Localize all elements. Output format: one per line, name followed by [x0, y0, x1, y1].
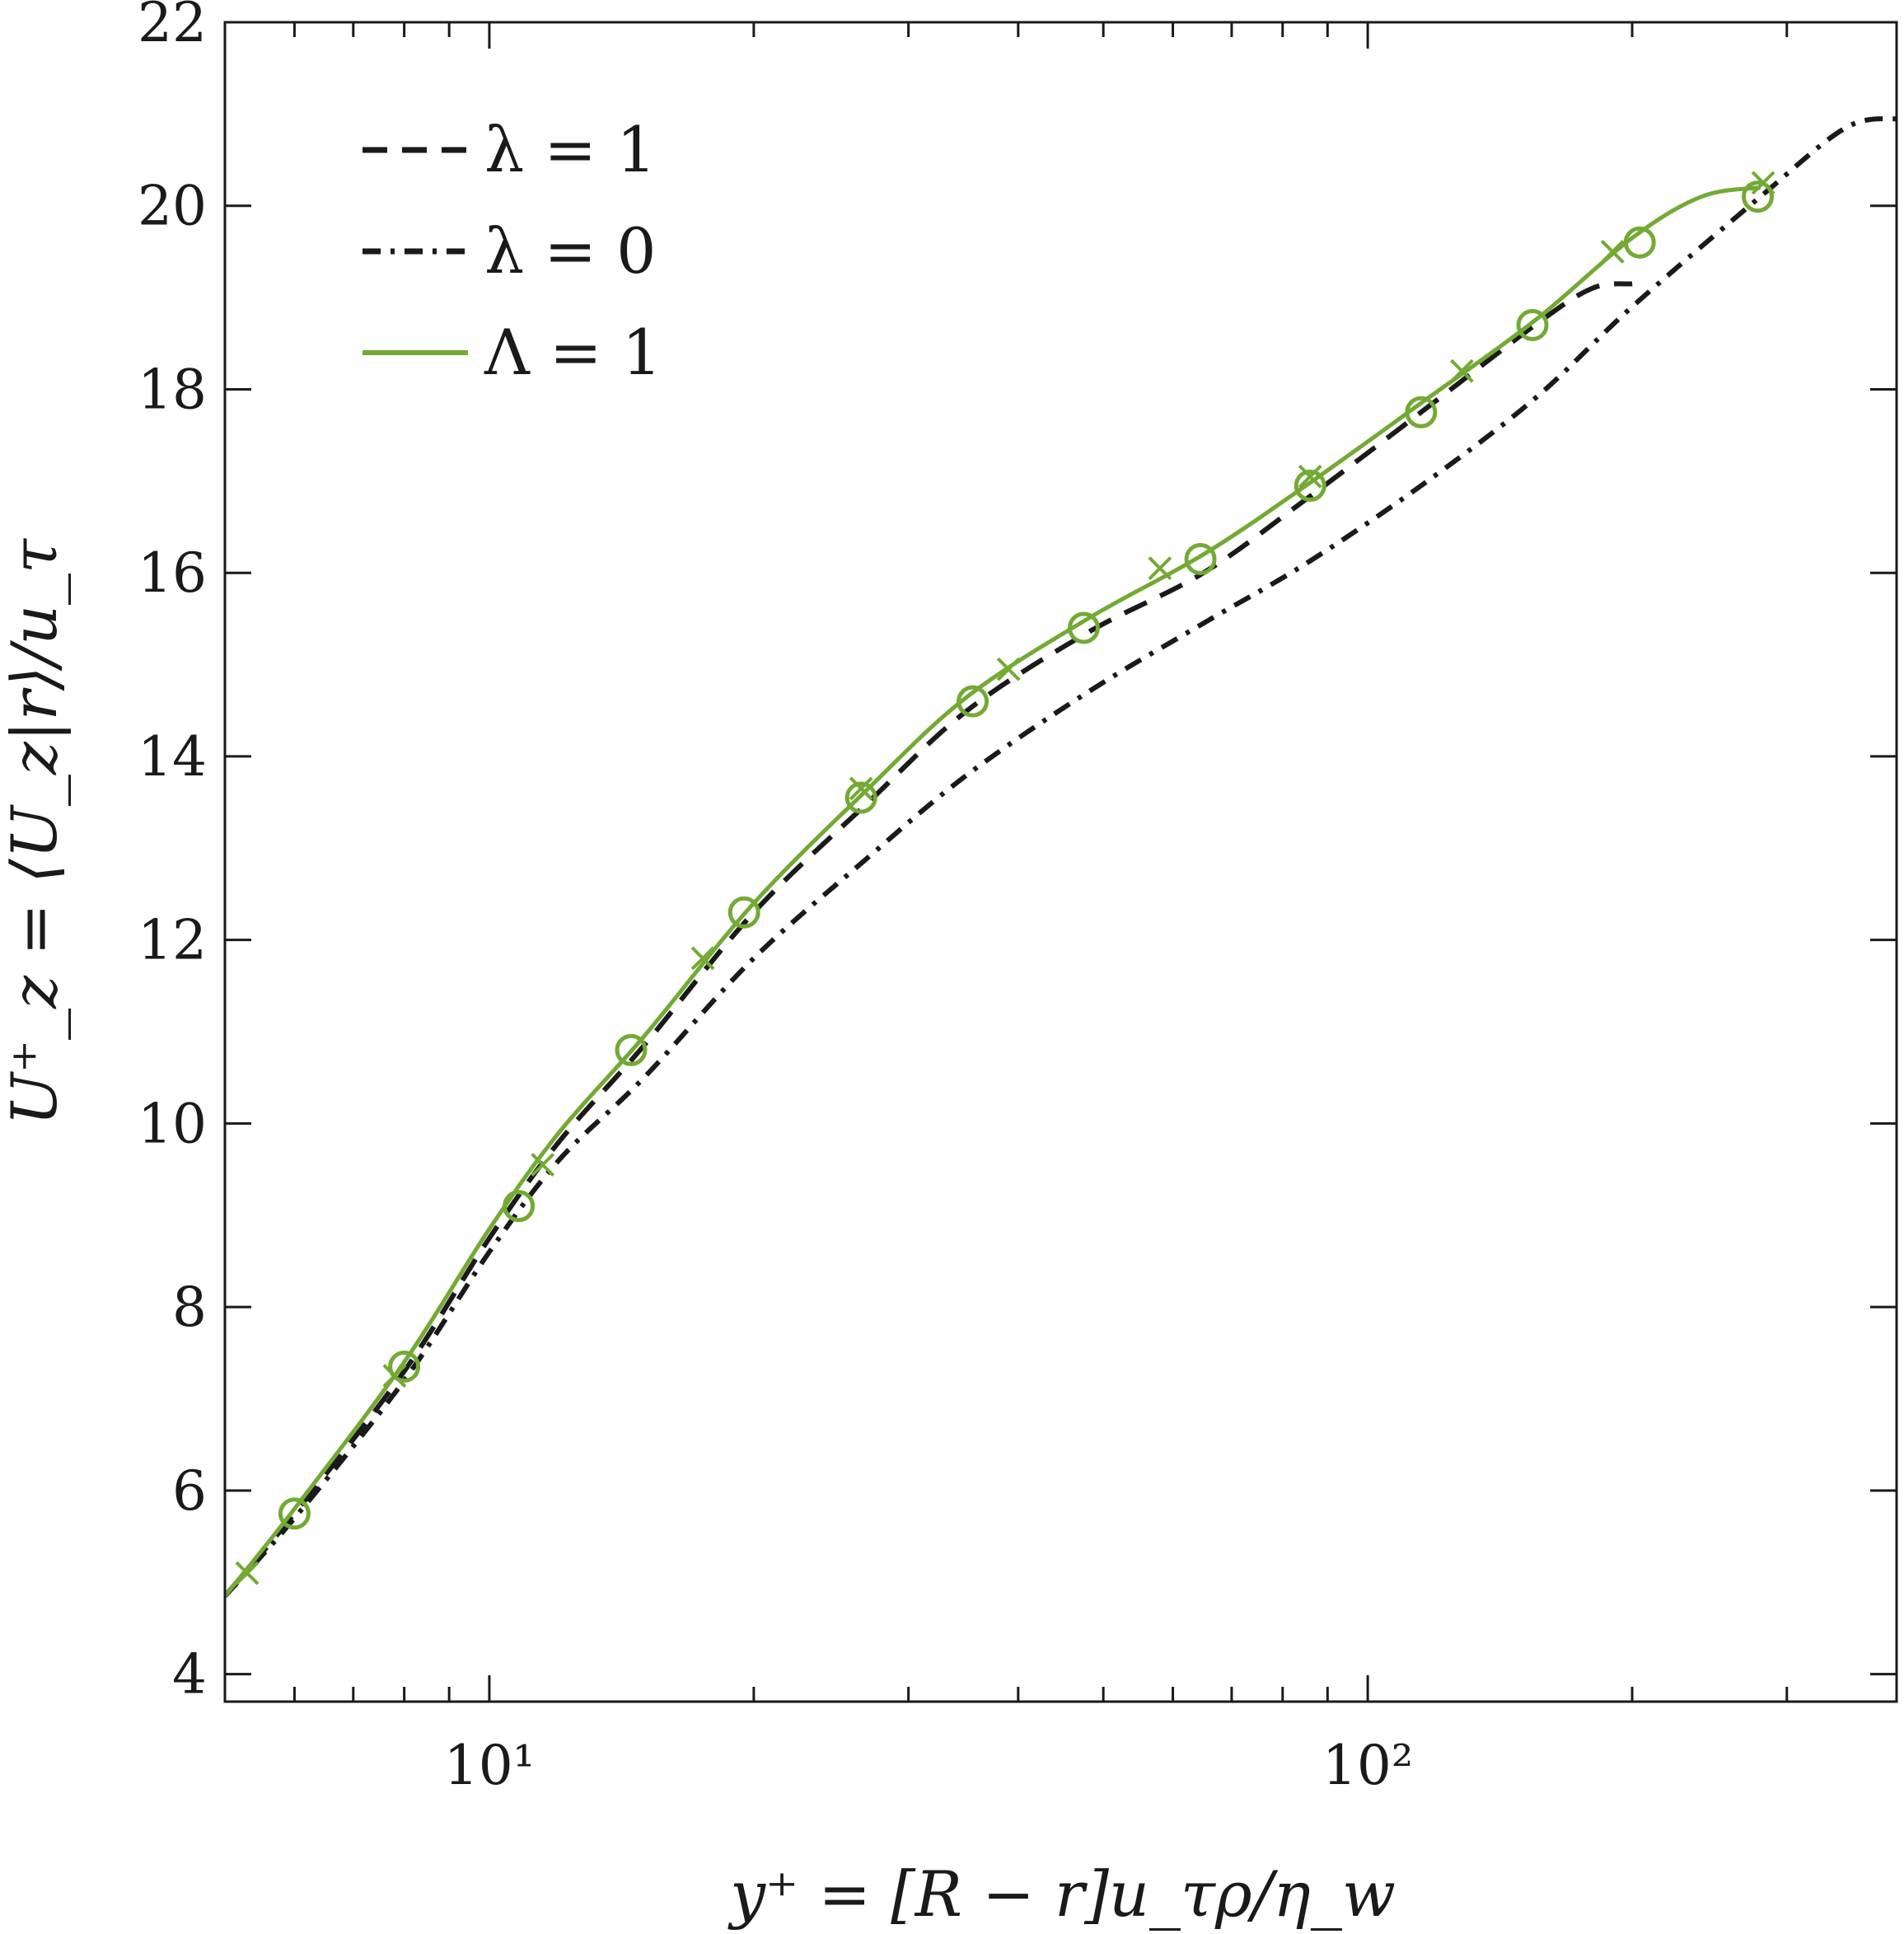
cross-marker-stroke [690, 946, 715, 971]
y-tick-label: 22 [138, 0, 207, 54]
cross-marker [1751, 171, 1775, 195]
circle-marker [503, 1190, 536, 1223]
marker-layer [235, 171, 1775, 1585]
circle-marker [278, 1497, 311, 1530]
y-tick-label: 8 [172, 1276, 207, 1339]
cross-marker-stroke [1751, 171, 1775, 195]
cross-marker-stroke [1600, 240, 1625, 264]
cross-marker [996, 657, 1021, 681]
y-tick-label: 20 [138, 175, 207, 238]
y-tick-label: 16 [138, 541, 207, 605]
cross-marker [531, 1153, 555, 1177]
circle-marker [1067, 611, 1100, 644]
plot-background [225, 22, 1897, 1702]
circle-marker [1623, 226, 1656, 259]
x-tick-label: 10¹ [444, 1734, 535, 1797]
cross-marker-stroke [849, 776, 873, 801]
cross-marker [382, 1364, 407, 1388]
circle-marker [1516, 309, 1549, 342]
circle-marker [615, 1033, 648, 1066]
cross-marker [690, 946, 715, 971]
legend-label: Λ = 1 [484, 316, 662, 389]
circle-marker [1742, 180, 1775, 213]
plot-frame [223, 21, 1898, 1703]
x-axis-title: y⁺ = [R − r]u_τρ/η_w [727, 1857, 1396, 1931]
y-tick-label: 6 [172, 1459, 207, 1523]
cross-marker-stroke [996, 657, 1021, 681]
circle-marker [388, 1351, 421, 1384]
series-line-lambda-0 [225, 115, 1897, 1598]
legend-label: λ = 0 [484, 214, 657, 288]
x-tick-label: 10² [1322, 1734, 1413, 1797]
series-line-lambda-1 [225, 281, 1633, 1598]
y-tick-label: 18 [138, 358, 207, 421]
cross-marker [1600, 240, 1625, 264]
plot-area [225, 22, 1897, 1702]
y-tick-label: 12 [138, 909, 207, 972]
y-tick-label: 4 [172, 1643, 207, 1707]
series-layer [225, 115, 1897, 1598]
legend: λ = 1 λ = 0 Λ = 1 [363, 113, 662, 389]
cross-marker-stroke [1148, 556, 1172, 581]
cross-marker [235, 1561, 260, 1585]
cross-marker-stroke [531, 1153, 555, 1177]
cross-marker [849, 776, 873, 801]
circle-marker [1294, 469, 1326, 502]
circle-marker [1184, 542, 1217, 575]
legend-label: λ = 1 [484, 113, 657, 186]
cross-marker-stroke [1298, 464, 1322, 489]
series-line-lambda-1-capital [225, 185, 1761, 1598]
cross-marker-stroke [235, 1561, 260, 1585]
circle-marker [957, 685, 989, 718]
cross-marker [1298, 464, 1322, 489]
circle-marker [844, 781, 877, 814]
circle-marker [1405, 396, 1438, 428]
y-axis-title: U⁺_z = ⟨U_z|r⟩/u_τ [0, 537, 71, 1126]
cross-marker-stroke [1449, 358, 1474, 383]
y-tick-label: 14 [138, 725, 207, 789]
cross-marker [1449, 358, 1474, 383]
axis-layer: 4 6 8 10 12 14 16 18 20 22 10¹ 10² [138, 0, 1898, 1797]
circle-marker [727, 896, 760, 929]
cross-marker [1148, 556, 1172, 581]
y-tick-label: 10 [138, 1092, 207, 1155]
cross-marker-stroke [382, 1364, 407, 1388]
